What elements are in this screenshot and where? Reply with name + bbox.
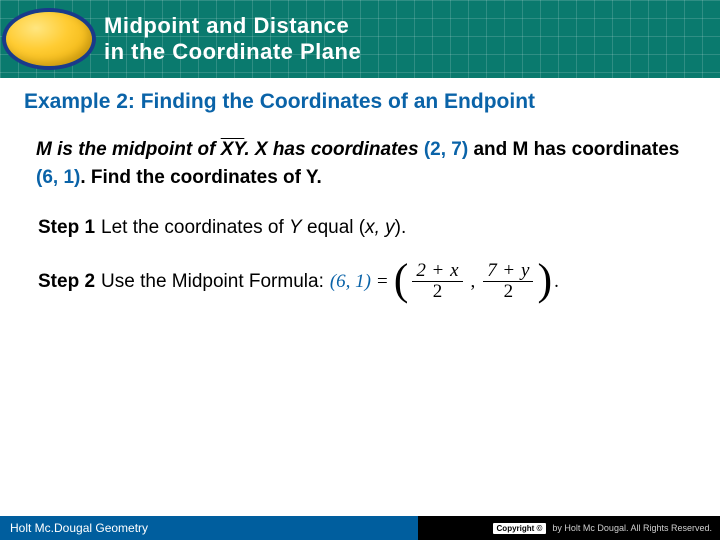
step-1: Step 1 Let the coordinates of Y equal (x…: [38, 217, 696, 239]
equals-sign: =: [377, 271, 388, 293]
content-area: Example 2: Finding the Coordinates of an…: [0, 78, 720, 302]
problem-post-seg: . X has coordinates: [244, 139, 424, 160]
point-x: (2, 7): [424, 139, 468, 160]
footer-left-text: Holt Mc.Dougal Geometry: [10, 521, 148, 535]
problem-mid: and M has coordinates: [468, 139, 679, 160]
header-title: Midpoint and Distance in the Coordinate …: [104, 13, 361, 66]
num1-a: 2: [416, 260, 426, 281]
num2-op: +: [504, 260, 515, 281]
step2-label: Step 2: [38, 271, 95, 293]
formula-lhs: (6, 1): [330, 271, 371, 293]
formula-comma: ,: [471, 271, 476, 293]
fraction-2: 7 + y 2: [483, 261, 533, 302]
header-title-line1: Midpoint and Distance: [104, 13, 361, 39]
header-title-line2: in the Coordinate Plane: [104, 39, 361, 65]
problem-pre: M is the midpoint of: [36, 139, 221, 160]
header-oval-logo: [6, 12, 92, 66]
step1-pre: Let the coordinates of: [101, 217, 289, 238]
footer-right-text: by Holt Mc Dougal. All Rights Reserved.: [552, 523, 712, 533]
step1-var: Y: [289, 217, 302, 238]
num2-a: 7: [487, 260, 497, 281]
footer-left: Holt Mc.Dougal Geometry: [0, 516, 418, 540]
step1-post: ).: [395, 217, 407, 238]
num1-op: +: [433, 260, 444, 281]
problem-tail: . Find the coordinates of Y.: [80, 167, 321, 188]
step1-mid: equal (: [302, 217, 365, 238]
num1-b: x: [450, 260, 458, 281]
frac1-den: 2: [429, 282, 447, 302]
frac2-num: 7 + y: [483, 261, 533, 282]
step1-xy: x, y: [365, 217, 395, 238]
header-band: Midpoint and Distance in the Coordinate …: [0, 0, 720, 78]
midpoint-formula: (6, 1) = ( 2 + x 2 , 7 + y 2 ): [330, 261, 559, 302]
frac2-den: 2: [500, 282, 518, 302]
formula-period: .: [554, 271, 559, 293]
frac1-num: 2 + x: [412, 261, 462, 282]
copyright-badge: Copyright ©: [493, 523, 547, 534]
footer-right: Copyright © by Holt Mc Dougal. All Right…: [418, 516, 720, 540]
step-2: Step 2 Use the Midpoint Formula: (6, 1) …: [38, 261, 696, 302]
fraction-1: 2 + x 2: [412, 261, 462, 302]
step1-label: Step 1: [38, 217, 95, 239]
num2-b: y: [521, 260, 529, 281]
footer: Holt Mc.Dougal Geometry Copyright © by H…: [0, 516, 720, 540]
problem-statement: M is the midpoint of XY. X has coordinat…: [36, 136, 696, 191]
point-m: (6, 1): [36, 167, 80, 188]
step1-body: Let the coordinates of Y equal (x, y).: [101, 217, 406, 239]
segment-xy: XY: [221, 139, 245, 160]
example-title: Example 2: Finding the Coordinates of an…: [24, 90, 696, 114]
step2-body: Use the Midpoint Formula:: [101, 271, 324, 293]
